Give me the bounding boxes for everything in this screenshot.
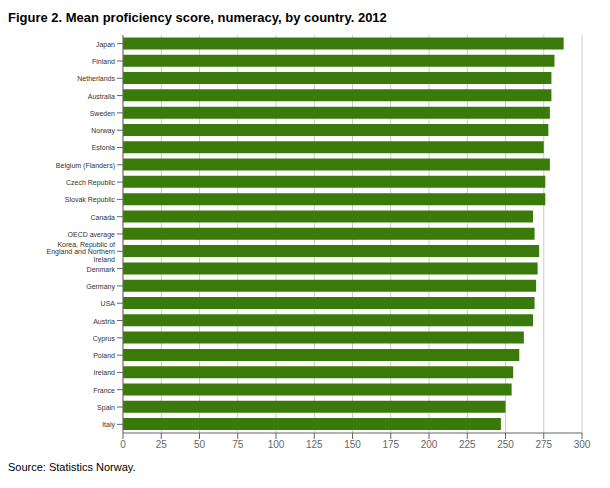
svg-text:Italy: Italy	[102, 421, 115, 429]
svg-text:Czech Republic: Czech Republic	[66, 179, 116, 187]
svg-text:Belgium (Flanders): Belgium (Flanders)	[56, 161, 115, 169]
html-text:Figure 2. Mean proficiency sco: Figure 2. Mean proficiency score, numera…	[8, 10, 387, 25]
svg-text:Canada: Canada	[90, 213, 115, 220]
svg-text:Austria: Austria	[93, 317, 115, 324]
svg-text:Poland: Poland	[93, 352, 115, 359]
svg-text:OECD average: OECD average	[68, 231, 116, 239]
svg-text:Australia: Australia	[88, 92, 115, 99]
svg-text:275: 275	[535, 439, 552, 450]
svg-text:25: 25	[156, 439, 168, 450]
svg-text:150: 150	[344, 439, 361, 450]
svg-text:Germany: Germany	[86, 282, 115, 290]
svg-text:Korea, Republic ofEngland and: Korea, Republic ofEngland and NorthernIr…	[47, 240, 116, 262]
svg-text:200: 200	[421, 439, 438, 450]
svg-text:175: 175	[382, 439, 399, 450]
svg-text:Spain: Spain	[97, 404, 115, 412]
svg-text:300: 300	[574, 439, 591, 450]
svg-text:Netherlands: Netherlands	[77, 75, 115, 82]
svg-text:Slovak Republic: Slovak Republic	[65, 196, 116, 204]
svg-text:250: 250	[497, 439, 514, 450]
svg-text:Japan: Japan	[96, 40, 115, 48]
svg-text:0: 0	[120, 439, 126, 450]
svg-text:Norway: Norway	[91, 127, 115, 135]
svg-text:125: 125	[306, 439, 323, 450]
svg-text:France: France	[93, 386, 115, 393]
svg-text:USA: USA	[101, 300, 116, 307]
svg-text:Ireland: Ireland	[94, 369, 116, 376]
svg-text:Denmark: Denmark	[87, 265, 116, 272]
svg-text:100: 100	[268, 439, 285, 450]
html-text:Source: Statistics Norway.: Source: Statistics Norway.	[8, 461, 136, 473]
svg-text:Estonia: Estonia	[92, 144, 115, 151]
svg-text:50: 50	[194, 439, 206, 450]
svg-text:225: 225	[459, 439, 476, 450]
svg-text:Sweden: Sweden	[90, 109, 115, 116]
svg-text:75: 75	[232, 439, 244, 450]
svg-text:Cyprus: Cyprus	[93, 334, 116, 342]
svg-text:Finland: Finland	[92, 57, 115, 64]
